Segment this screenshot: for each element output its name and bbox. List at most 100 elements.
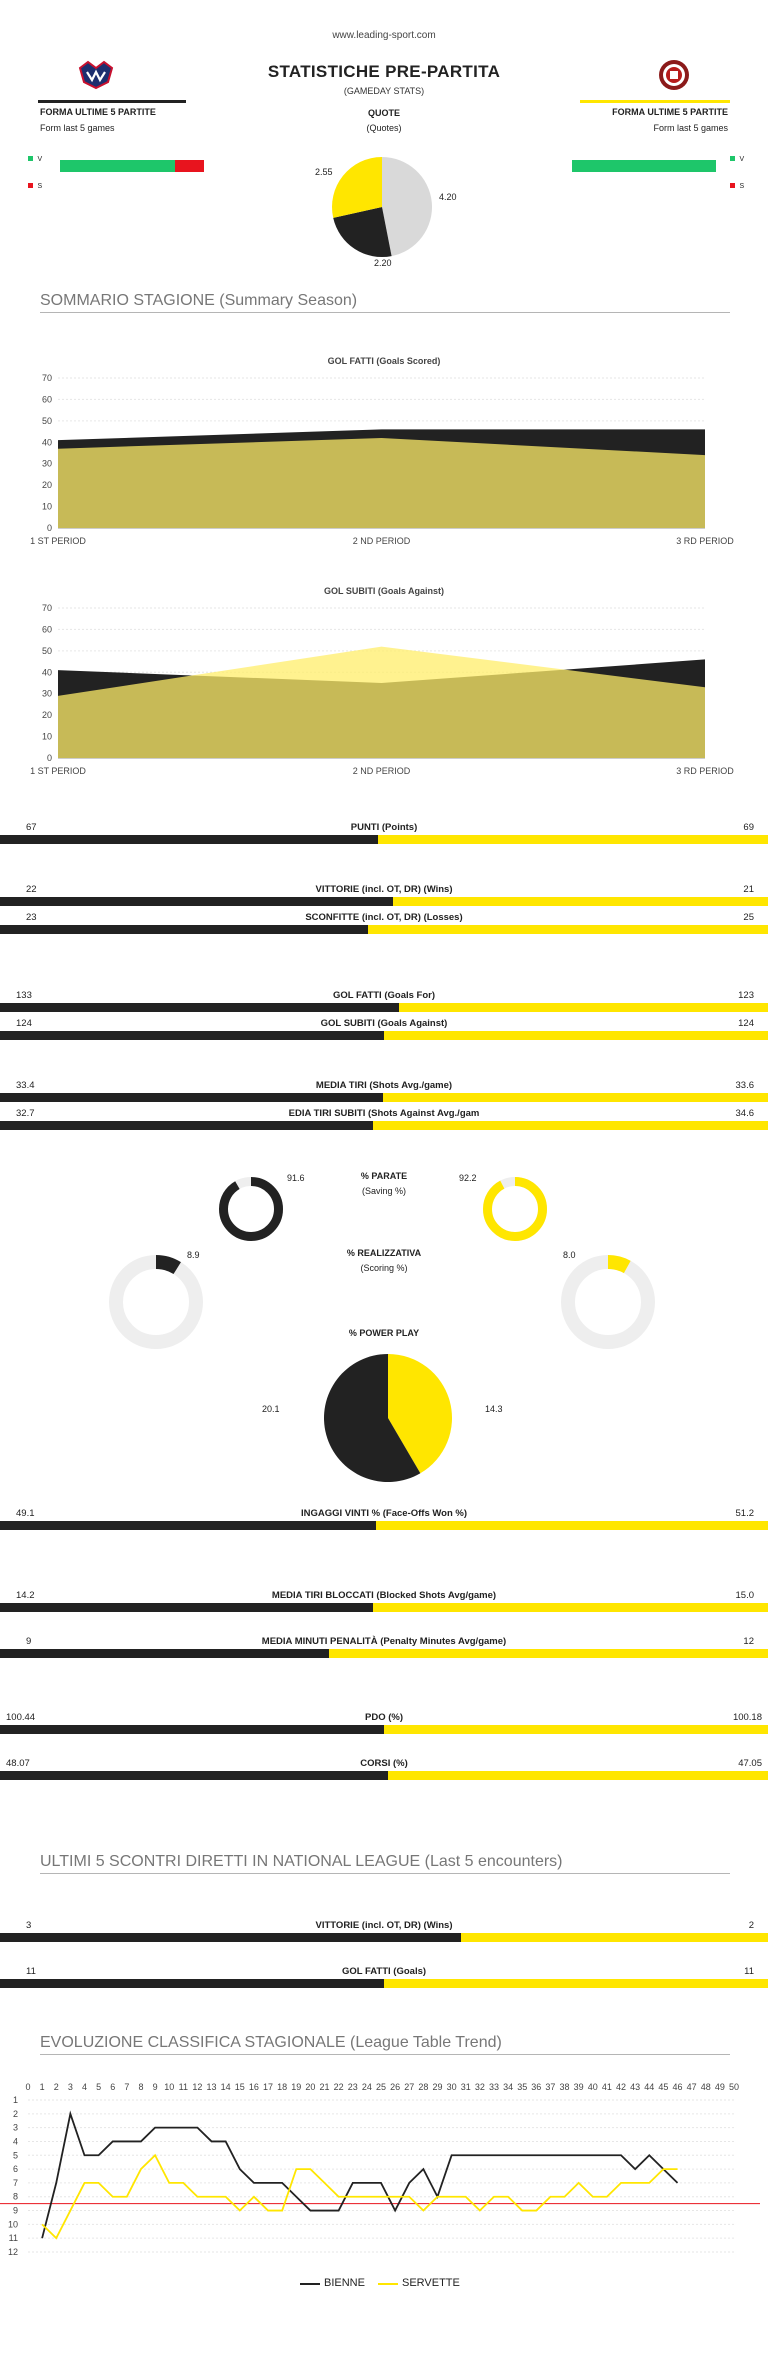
away-value: 69 — [743, 822, 754, 833]
saves-label: % PARATE — [360, 1171, 408, 1181]
trend-x-tick: 10 — [164, 2082, 174, 2092]
comparison-label: VITTORIE (incl. OT, DR) (Wins) — [315, 884, 453, 895]
home-value: 124 — [16, 1018, 32, 1029]
trend-x-tick: 42 — [616, 2082, 626, 2092]
away-saves-donut — [483, 1177, 547, 1241]
trend-x-tick: 38 — [560, 2082, 570, 2092]
powerplay-pie — [324, 1354, 452, 1482]
away-legend-win: V — [730, 148, 744, 166]
trend-x-tick: 28 — [418, 2082, 428, 2092]
trend-x-tick: 47 — [687, 2082, 697, 2092]
comparison-bar — [0, 1649, 768, 1658]
trend-legend: BIENNE SERVETTE — [300, 2277, 468, 2291]
home-team-logo — [78, 60, 114, 90]
trend-y-tick: 7 — [13, 2178, 18, 2188]
y-tick-label: 10 — [42, 732, 52, 742]
trend-line-servette — [41, 2153, 678, 2240]
home-form-win-fill — [60, 160, 176, 172]
trend-x-tick: 43 — [630, 2082, 640, 2092]
home-bar-fill — [0, 897, 393, 906]
trend-x-tick: 32 — [475, 2082, 485, 2092]
home-bar-fill — [0, 1521, 376, 1530]
trend-x-tick: 6 — [110, 2082, 115, 2092]
away-value: 11 — [744, 1966, 754, 1977]
away-value: 51.2 — [735, 1508, 755, 1519]
away-powerplay-value: 14.3 — [485, 1404, 503, 1414]
away-saves-value: 92.2 — [459, 1173, 477, 1183]
trend-x-tick: 50 — [729, 2082, 739, 2092]
away-form-bar — [572, 160, 716, 172]
y-tick-label: 0 — [47, 523, 52, 533]
powerplay-label: % POWER PLAY — [348, 1328, 420, 1338]
x-tick-label: 2 ND PERIOD — [353, 766, 411, 776]
trend-y-tick: 4 — [13, 2136, 18, 2146]
comparison-bar — [0, 925, 768, 934]
home-value: 9 — [26, 1636, 32, 1647]
x-tick-label: 2 ND PERIOD — [353, 536, 411, 546]
comparison-label: PUNTI (Points) — [350, 822, 418, 833]
home-value: 23 — [26, 912, 37, 923]
home-scoring-donut — [109, 1255, 203, 1349]
comparison-label: CORSI (%) — [360, 1758, 408, 1769]
away-value: 12 — [743, 1636, 754, 1647]
win-legend-icon — [730, 156, 735, 161]
away-team-logo — [657, 58, 691, 92]
summary-section-title: SOMMARIO STAGIONE (Summary Season) — [40, 292, 358, 309]
home-bar-fill — [0, 1649, 330, 1658]
trend-x-tick: 19 — [291, 2082, 301, 2092]
comparison-bar — [0, 1603, 768, 1612]
trend-x-tick: 30 — [447, 2082, 457, 2092]
home-bar-fill — [0, 1121, 374, 1130]
win-legend-icon — [28, 156, 33, 161]
y-tick-label: 60 — [42, 394, 52, 404]
comparison-bar — [0, 1121, 768, 1130]
home-bar-fill — [0, 835, 379, 844]
home-bar-fill — [0, 1771, 389, 1780]
trend-x-tick: 33 — [489, 2082, 499, 2092]
home-value: 32.7 — [16, 1108, 35, 1119]
y-tick-label: 30 — [42, 689, 52, 699]
away-legend-line — [378, 2283, 398, 2285]
y-tick-label: 10 — [42, 502, 52, 512]
trend-x-tick: 14 — [221, 2082, 231, 2092]
encounters-section-title: ULTIMI 5 SCONTRI DIRETTI IN NATIONAL LEA… — [40, 1853, 563, 1870]
home-bar-fill — [0, 1031, 384, 1040]
y-tick-label: 40 — [42, 437, 52, 447]
trend-x-tick: 44 — [644, 2082, 654, 2092]
away-scoring-value: 8.0 — [563, 1250, 576, 1260]
quotes-pie — [332, 157, 432, 257]
comparison-bar — [0, 1003, 768, 1012]
loss-legend-icon — [730, 183, 735, 188]
comparison-bar — [0, 1725, 768, 1734]
trend-x-tick: 29 — [432, 2082, 442, 2092]
away-value: 34.6 — [735, 1108, 755, 1119]
encounters-section-line — [40, 1873, 730, 1874]
home-form-subtitle: Form last 5 games — [40, 123, 115, 133]
trend-x-tick: 4 — [82, 2082, 87, 2092]
home-value: 33.4 — [16, 1080, 35, 1091]
trend-y-tick: 9 — [13, 2206, 18, 2216]
trend-x-tick: 34 — [503, 2082, 513, 2092]
trend-x-tick: 48 — [701, 2082, 711, 2092]
loss-legend-label: S — [37, 183, 43, 190]
trend-y-tick: 8 — [13, 2192, 18, 2202]
x-tick-label: 1 ST PERIOD — [30, 536, 86, 546]
comparison-bar — [0, 1031, 768, 1040]
powerplay-home-slice — [324, 1354, 421, 1482]
home-bar-fill — [0, 1603, 374, 1612]
home-form-bar — [60, 160, 204, 172]
trend-y-tick: 3 — [13, 2123, 18, 2133]
comparison-label: GOL FATTI (Goals) — [341, 1966, 427, 1977]
home-value: 11 — [26, 1966, 36, 1977]
home-form-loss-fill — [175, 160, 204, 172]
away-value: 2 — [748, 1920, 754, 1931]
comparison-bar — [0, 1979, 768, 1988]
trend-x-tick: 20 — [305, 2082, 315, 2092]
away-legend-loss: S — [730, 175, 744, 193]
win-legend-label: V — [37, 156, 43, 163]
chart-title: GOL SUBITI (Goals Against) — [324, 586, 444, 596]
site-url[interactable]: www.leading-sport.com — [332, 30, 436, 41]
area-series-servette — [58, 438, 705, 528]
comparison-label: MEDIA MINUTI PENALITÀ (Penalty Minutes A… — [261, 1636, 507, 1647]
trend-x-tick: 21 — [320, 2082, 330, 2092]
